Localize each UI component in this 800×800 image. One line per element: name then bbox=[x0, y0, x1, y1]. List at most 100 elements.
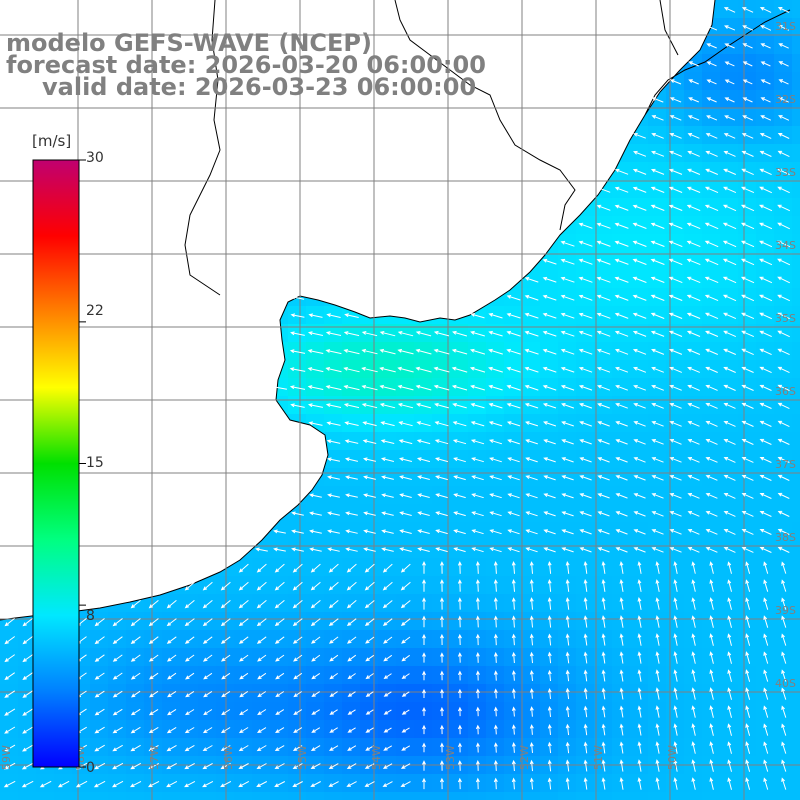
speed-cell bbox=[558, 684, 577, 703]
wind-arrow bbox=[344, 313, 359, 318]
wind-arrow bbox=[325, 349, 342, 355]
wind-arrow bbox=[722, 258, 737, 266]
speed-cell bbox=[0, 666, 19, 685]
speed-cell bbox=[378, 432, 397, 451]
wind-arrow bbox=[292, 618, 303, 627]
speed-cell bbox=[558, 792, 577, 800]
wind-arrow bbox=[723, 7, 736, 13]
wind-arrow bbox=[705, 547, 718, 553]
wind-arrow bbox=[290, 403, 305, 408]
speed-cell bbox=[504, 666, 523, 685]
wind-arrow bbox=[439, 579, 444, 592]
wind-arrow bbox=[202, 780, 214, 788]
wind-arrow bbox=[655, 615, 660, 628]
wind-arrow bbox=[561, 493, 574, 499]
speed-cell bbox=[396, 666, 415, 685]
wind-arrow bbox=[709, 651, 714, 664]
wind-arrow bbox=[422, 615, 426, 628]
wind-arrow bbox=[457, 706, 462, 717]
speed-cell bbox=[198, 666, 217, 685]
speed-cell bbox=[306, 306, 325, 325]
wind-arrow bbox=[365, 709, 374, 715]
speed-cell bbox=[306, 360, 325, 379]
wind-arrow bbox=[578, 330, 593, 337]
speed-cell bbox=[648, 612, 667, 631]
speed-cell bbox=[630, 774, 649, 793]
wind-arrow bbox=[614, 186, 629, 193]
wind-arrow bbox=[547, 777, 552, 790]
speed-cell bbox=[432, 594, 451, 613]
speed-cell bbox=[594, 594, 613, 613]
wind-arrow bbox=[511, 759, 516, 772]
speed-cell bbox=[648, 594, 667, 613]
speed-cell bbox=[540, 684, 559, 703]
wind-arrow bbox=[583, 723, 588, 736]
speed-cell bbox=[648, 774, 667, 793]
wind-arrow bbox=[688, 79, 699, 85]
wind-arrow bbox=[433, 348, 450, 355]
colorbar-tick-0: 0 bbox=[86, 760, 95, 776]
wind-arrow bbox=[741, 330, 755, 338]
wind-arrow bbox=[759, 222, 773, 230]
wind-arrow bbox=[488, 330, 503, 337]
wind-arrow bbox=[633, 493, 646, 499]
wind-arrow bbox=[705, 439, 718, 445]
wind-arrow bbox=[489, 475, 502, 481]
wind-arrow bbox=[184, 654, 195, 662]
wind-arrow bbox=[615, 475, 628, 481]
wind-arrow bbox=[669, 115, 682, 121]
wind-arrow bbox=[745, 759, 751, 772]
wind-arrow bbox=[383, 727, 392, 733]
speed-cell bbox=[792, 72, 800, 91]
speed-cell bbox=[612, 720, 631, 739]
speed-cell bbox=[360, 702, 379, 721]
wind-arrow bbox=[705, 366, 718, 373]
wind-arrow bbox=[401, 727, 410, 733]
wind-arrow bbox=[400, 763, 411, 769]
wind-arrow bbox=[724, 61, 735, 67]
speed-cell bbox=[450, 486, 469, 505]
wind-arrow bbox=[457, 777, 462, 790]
wind-arrow bbox=[691, 669, 696, 682]
wind-arrow bbox=[583, 777, 588, 790]
speed-cell bbox=[360, 522, 379, 541]
wind-arrow bbox=[601, 633, 606, 646]
speed-cell bbox=[306, 522, 325, 541]
wind-arrow bbox=[565, 669, 570, 682]
lat-label: 39S bbox=[775, 604, 796, 617]
wind-arrow bbox=[399, 475, 412, 480]
wind-arrow bbox=[440, 706, 444, 717]
wind-arrow bbox=[439, 777, 444, 790]
speed-cell bbox=[378, 792, 397, 800]
wind-arrow bbox=[239, 672, 249, 680]
wind-arrow bbox=[343, 385, 360, 391]
speed-cell bbox=[180, 720, 199, 739]
speed-cell bbox=[234, 792, 253, 800]
wind-arrow bbox=[112, 780, 124, 788]
speed-cell bbox=[684, 684, 703, 703]
speed-cell bbox=[792, 18, 800, 37]
wind-arrow bbox=[293, 727, 303, 734]
wind-arrow bbox=[759, 133, 772, 139]
wind-arrow bbox=[529, 724, 534, 735]
wind-arrow bbox=[633, 439, 646, 445]
wind-arrow bbox=[741, 150, 754, 157]
wind-arrow bbox=[583, 759, 588, 772]
speed-cell bbox=[792, 540, 800, 559]
wind-arrow bbox=[524, 277, 539, 283]
speed-cell bbox=[792, 288, 800, 307]
speed-cell bbox=[522, 630, 541, 649]
speed-cell bbox=[342, 558, 361, 577]
wind-arrow bbox=[686, 312, 701, 319]
wind-arrow bbox=[439, 633, 444, 646]
speed-cell bbox=[288, 342, 307, 361]
wind-arrow bbox=[529, 651, 534, 664]
wind-arrow bbox=[777, 528, 790, 535]
speed-cell bbox=[216, 720, 235, 739]
wind-arrow bbox=[669, 529, 682, 535]
wind-arrow bbox=[365, 636, 375, 644]
speed-cell bbox=[684, 666, 703, 685]
wind-arrow bbox=[507, 529, 520, 535]
speed-cell bbox=[720, 738, 739, 757]
speed-cell bbox=[486, 468, 505, 487]
